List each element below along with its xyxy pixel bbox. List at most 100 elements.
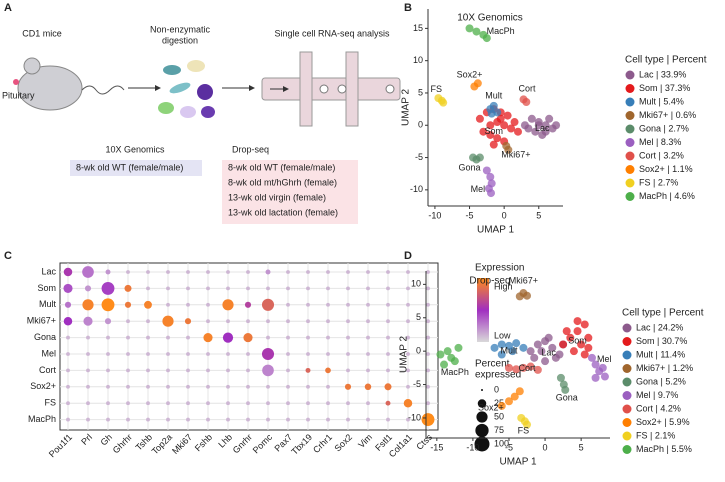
dot	[86, 335, 90, 340]
dot	[426, 352, 430, 356]
dot	[126, 335, 130, 340]
cluster-label: Cort	[518, 83, 536, 93]
point	[580, 350, 589, 359]
dot	[226, 286, 230, 291]
dot	[101, 281, 115, 295]
y-axis-label: UMAP 2	[401, 89, 412, 126]
analysis-label: Single cell RNA-seq analysis	[274, 28, 390, 38]
point	[548, 343, 557, 352]
color-bar	[477, 278, 489, 342]
point	[559, 340, 568, 349]
dot	[346, 286, 350, 291]
point	[577, 340, 586, 349]
y-axis-label: UMAP 2	[399, 336, 410, 373]
point	[566, 333, 575, 342]
dot	[162, 315, 174, 327]
dot	[146, 401, 150, 406]
legend-label: Mki67+ | 1.2%	[636, 363, 693, 373]
legend-label: 100	[494, 438, 509, 448]
size-swatch	[481, 389, 483, 391]
y-tick-label: 5	[416, 312, 421, 322]
dot	[105, 269, 111, 275]
point	[556, 373, 565, 382]
dot	[346, 335, 350, 340]
point	[504, 397, 513, 406]
dot	[63, 267, 73, 277]
dropseq-item: 13-wk old virgin (female)	[228, 192, 326, 202]
x-tick-label: 5	[579, 442, 584, 452]
dot	[261, 347, 275, 361]
dot	[326, 417, 330, 422]
cell-icon	[180, 106, 196, 118]
dot	[101, 298, 115, 312]
droplet	[385, 84, 395, 94]
dot	[126, 417, 130, 422]
dot	[186, 368, 190, 373]
point	[497, 401, 506, 410]
cluster-label: Som	[568, 336, 587, 346]
legend-label: Sox2+ | 1.1%	[639, 164, 693, 174]
point	[493, 134, 502, 143]
point	[489, 140, 498, 149]
point	[580, 320, 589, 329]
point	[450, 357, 459, 366]
dot	[286, 417, 290, 422]
dot	[326, 335, 330, 340]
tenx-title: 10X Genomics	[105, 144, 165, 154]
dot	[126, 384, 130, 389]
legend-swatch	[622, 404, 632, 414]
legend-swatch	[625, 70, 635, 80]
dot	[166, 270, 170, 274]
point	[487, 109, 496, 118]
dot	[184, 318, 192, 325]
y-tick-label: -5	[413, 379, 421, 389]
point	[482, 34, 491, 43]
dot	[166, 417, 170, 422]
x-axis-label: UMAP 1	[499, 457, 536, 468]
dot	[326, 302, 330, 307]
gene-label: Fshb	[193, 432, 214, 453]
dot	[66, 352, 70, 356]
point	[512, 365, 521, 374]
legend-label: Cort | 3.2%	[639, 150, 684, 160]
point	[598, 363, 607, 372]
point	[475, 114, 484, 123]
dot	[246, 352, 250, 356]
legend-title: Cell type | Percent	[622, 308, 704, 319]
dot	[406, 319, 410, 324]
dot	[86, 417, 90, 422]
point	[522, 98, 531, 107]
chart-title: Drop-seq	[469, 276, 510, 287]
dot	[366, 417, 370, 422]
point	[537, 347, 546, 356]
legend-swatch	[622, 350, 632, 360]
dot	[261, 298, 275, 311]
gene-label: Crhr1	[311, 432, 334, 455]
dot	[286, 335, 290, 340]
dot	[403, 398, 413, 408]
dot	[186, 401, 190, 406]
point	[497, 340, 506, 349]
y-tick-label: 10	[413, 55, 423, 65]
dot	[306, 319, 310, 324]
point	[569, 347, 578, 356]
dot	[246, 401, 250, 406]
dot	[286, 401, 290, 406]
cluster-label: Mel	[597, 354, 612, 364]
dot	[306, 302, 310, 307]
point	[541, 357, 550, 366]
cell-icon	[163, 65, 181, 75]
legend-label: Mel | 9.7%	[636, 390, 678, 400]
y-tick-label: 15	[413, 23, 423, 33]
dot	[406, 270, 410, 274]
dot	[186, 335, 190, 340]
dot	[146, 270, 150, 274]
dot	[406, 384, 410, 389]
legend-label: Lac | 33.9%	[639, 69, 686, 79]
y-tick-label: -5	[415, 152, 423, 162]
dot	[265, 269, 271, 275]
point	[514, 127, 522, 136]
dot	[106, 401, 110, 406]
legend-swatch	[625, 111, 635, 120]
dropseq-item: 8-wk old mt/hGhrh (female)	[228, 177, 337, 187]
